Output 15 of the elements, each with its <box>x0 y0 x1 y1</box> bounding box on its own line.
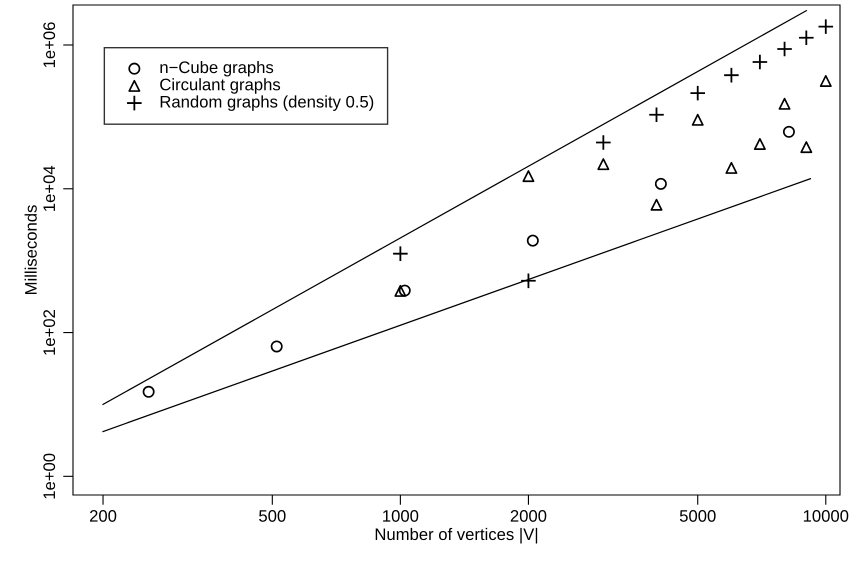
x-tick-label: 500 <box>259 510 286 522</box>
x-tick-label: 1000 <box>383 510 418 522</box>
legend-label: Random graphs (density 0.5) <box>160 95 374 111</box>
x-tick-label: 5000 <box>680 510 716 522</box>
legend-label: n−Cube graphs <box>160 60 274 77</box>
y-tick-label: 1e+00 <box>43 454 56 498</box>
x-tick-label: 200 <box>90 510 116 522</box>
y-axis-title: Milliseconds <box>24 205 37 294</box>
y-tick-label: 1e+04 <box>43 166 56 211</box>
y-tick-label: 1e+02 <box>43 310 56 355</box>
x-tick-label: 10000 <box>804 510 848 522</box>
legend-label: Circulant graphs <box>160 78 280 94</box>
y-tick-label: 1e+06 <box>43 22 56 68</box>
x-axis-title: Number of vertices |V| <box>376 528 538 544</box>
x-tick-label: 2000 <box>510 510 546 522</box>
